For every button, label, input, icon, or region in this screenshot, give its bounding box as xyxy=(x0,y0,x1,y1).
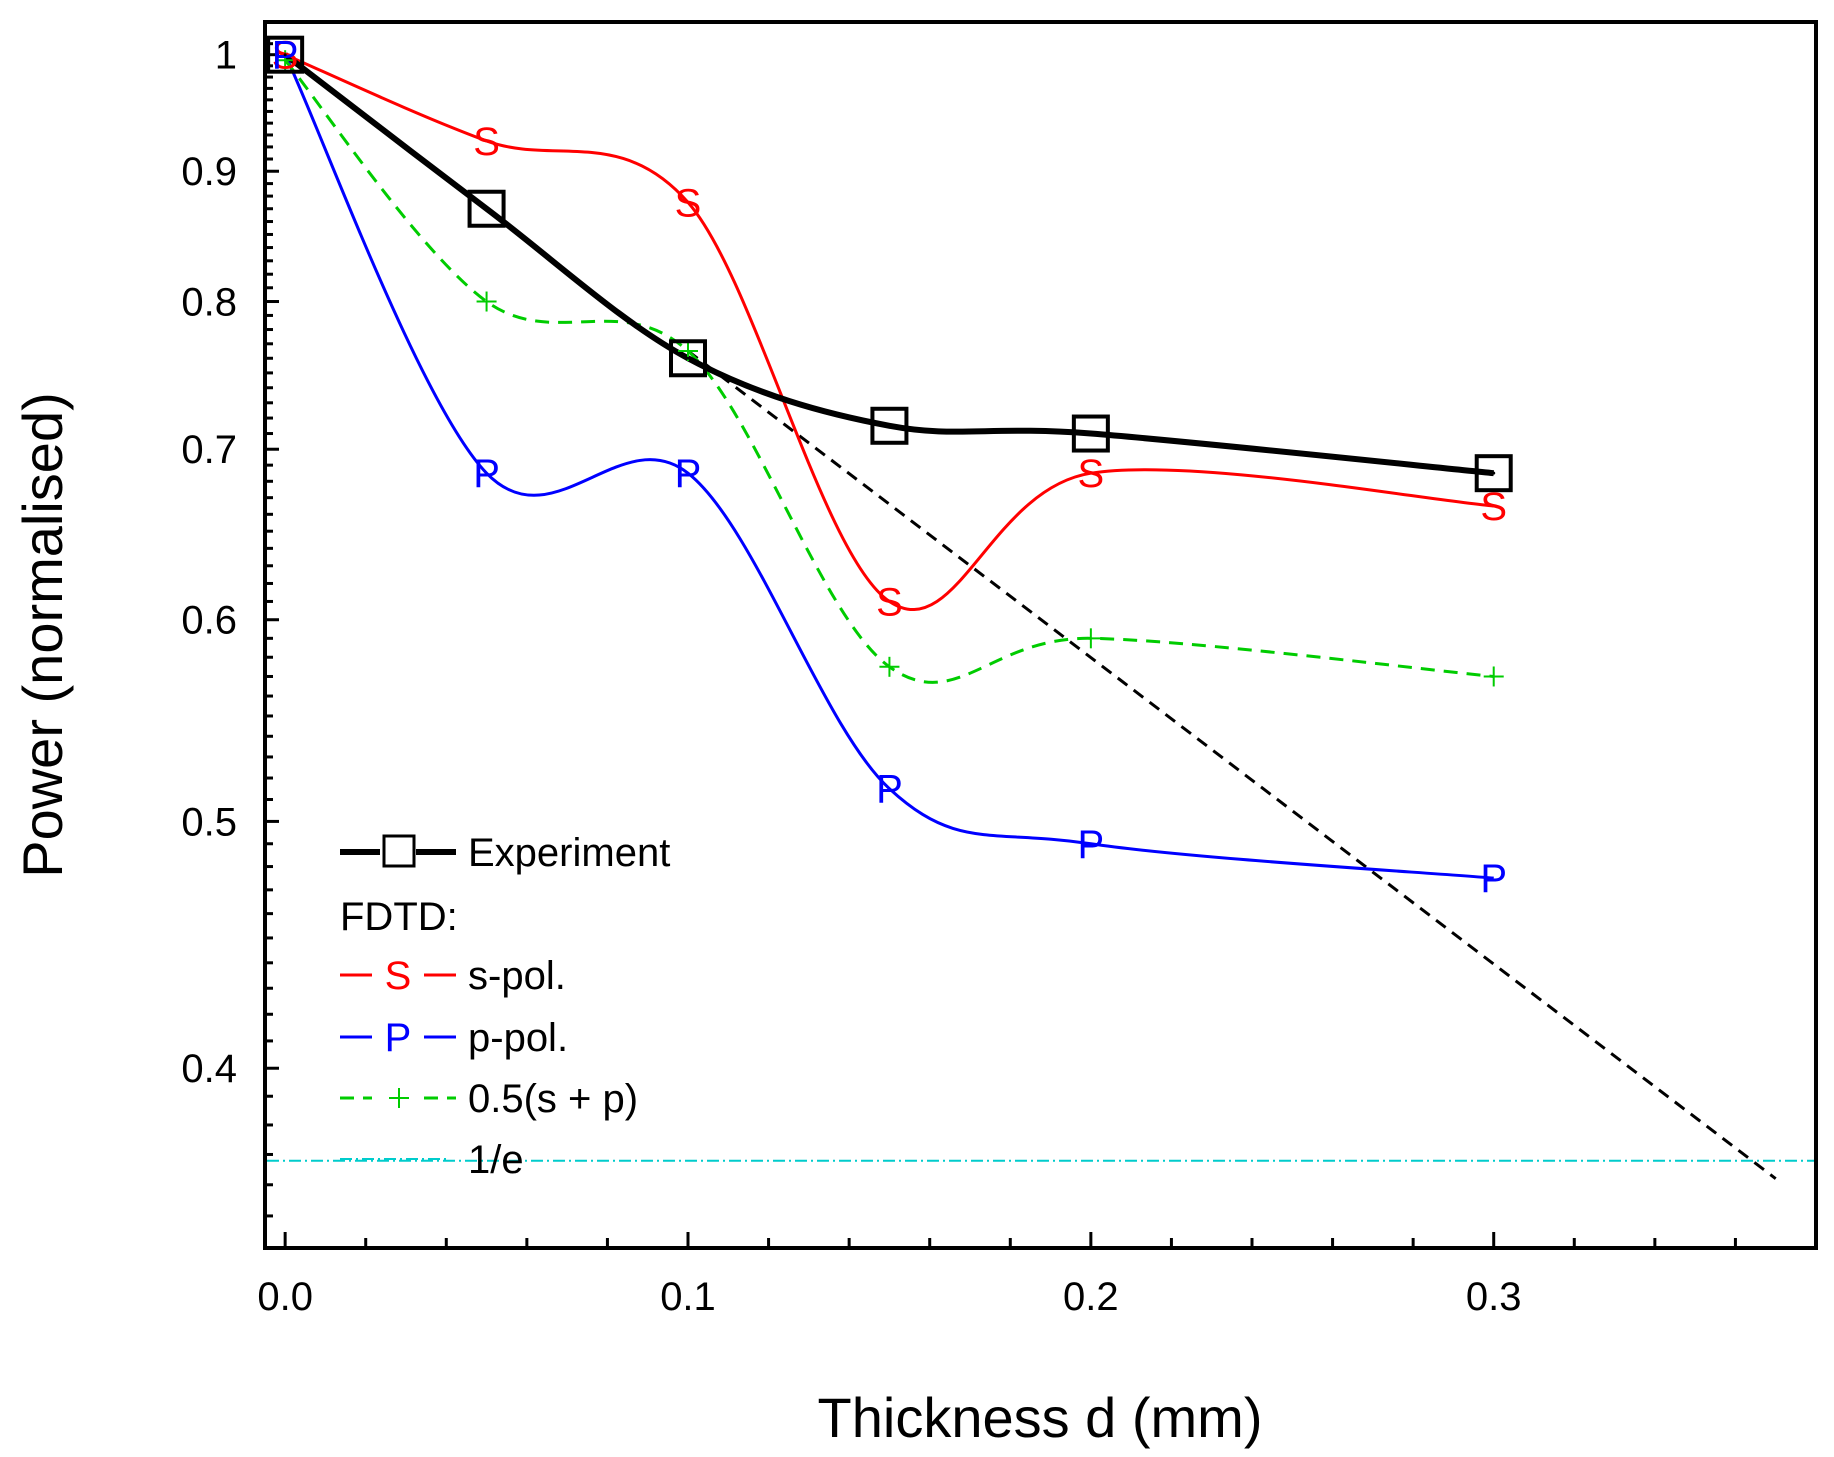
legend-label-experiment: Experiment xyxy=(468,831,670,875)
square-marker-dot xyxy=(1089,432,1093,436)
avg-series-line xyxy=(283,59,1494,684)
legend-label-average: 0.5(s + p) xyxy=(468,1077,638,1121)
legend-header: FDTD: xyxy=(340,895,458,939)
y-major-ticks xyxy=(265,53,279,1070)
x-tick-label: 0.2 xyxy=(1063,1275,1119,1319)
avg-plus-marker xyxy=(476,291,497,312)
exponential-fit-line xyxy=(687,349,1777,1180)
y-tick-label: 0.8 xyxy=(181,281,237,325)
x-tick-label: 0.0 xyxy=(257,1275,313,1319)
x-tick-label: 0.3 xyxy=(1466,1275,1522,1319)
experiment-series-line xyxy=(283,52,1495,477)
y-axis-title: Power (normalised) xyxy=(11,392,74,878)
legend-label-1-over-e: 1/e xyxy=(468,1138,524,1182)
x-minor-ticks xyxy=(364,1238,1737,1248)
plot-frame xyxy=(263,20,1818,1250)
x-axis-title: Thickness d (mm) xyxy=(818,1386,1263,1449)
s-pol-marker: S xyxy=(675,181,702,225)
avg-plus-marker xyxy=(879,656,900,677)
p-pol-marker: P xyxy=(1078,823,1105,867)
square-marker-dot xyxy=(485,207,489,211)
square-marker-dot xyxy=(1492,471,1496,475)
legend-label-s-pol: s-pol. xyxy=(468,954,566,998)
legend-marker-s: S xyxy=(385,954,412,998)
s-pol-marker: S xyxy=(1480,485,1507,529)
experiment-square-marker xyxy=(1071,414,1110,453)
square-marker-box xyxy=(1474,454,1513,493)
legend-entry-p-pol: P p-pol. xyxy=(340,1016,568,1060)
legend-square-icon xyxy=(382,834,416,868)
y-tick-label: 1 xyxy=(215,34,237,78)
legend-entry-1-over-e: 1/e xyxy=(340,1138,524,1182)
square-marker-box xyxy=(669,339,707,378)
p-pol-marker: P xyxy=(473,452,500,496)
s-pol-marker: S xyxy=(473,120,500,164)
square-marker-dot xyxy=(887,424,891,428)
experiment-square-marker xyxy=(467,189,506,228)
experiment-square-marker xyxy=(870,406,909,445)
experiment-square-marker xyxy=(266,35,305,74)
s-pol-marker: S xyxy=(876,580,903,624)
y-tick-label: 0.7 xyxy=(181,428,237,472)
legend-entry-average: 0.5(s + p) xyxy=(340,1077,638,1121)
square-marker-dot xyxy=(686,356,690,360)
p-pol-marker: P xyxy=(876,768,903,812)
y-tick-label: 0.6 xyxy=(181,599,237,643)
square-marker-box xyxy=(1071,414,1110,453)
avg-plus-marker xyxy=(1080,628,1101,649)
legend-label-p-pol: p-pol. xyxy=(468,1016,568,1060)
x-major-ticks xyxy=(283,1232,1496,1248)
square-marker-box xyxy=(870,406,909,445)
s-pol-marker: S xyxy=(1078,452,1105,496)
p-pol-marker: P xyxy=(1480,857,1507,901)
legend: Experiment FDTD: S s-pol. P p-pol. 0.5(s… xyxy=(340,831,670,1182)
experiment-square-marker xyxy=(669,339,707,378)
y-tick-label: 0.4 xyxy=(181,1047,237,1091)
legend-entry-experiment: Experiment xyxy=(340,831,670,875)
s-pol-series-line xyxy=(284,53,1494,611)
y-tick-label: 0.9 xyxy=(181,150,237,194)
avg-plus-marker xyxy=(1483,666,1504,687)
x-tick-label: 0.1 xyxy=(660,1275,716,1319)
legend-entry-s-pol: S s-pol. xyxy=(340,954,566,998)
x-tick-labels: 0.0 0.1 0.2 0.3 xyxy=(257,1275,1521,1319)
y-tick-labels: 0.4 0.5 0.6 0.7 0.8 0.9 1 xyxy=(181,34,237,1092)
p-pol-series-line xyxy=(283,54,1494,880)
square-marker-box xyxy=(467,189,506,228)
legend-marker-p: P xyxy=(385,1016,412,1060)
p-pol-marker: P xyxy=(675,452,702,496)
square-marker-box xyxy=(266,35,305,74)
experiment-square-marker xyxy=(1474,454,1513,493)
y-tick-label: 0.5 xyxy=(181,800,237,844)
square-marker-dot xyxy=(283,53,287,57)
